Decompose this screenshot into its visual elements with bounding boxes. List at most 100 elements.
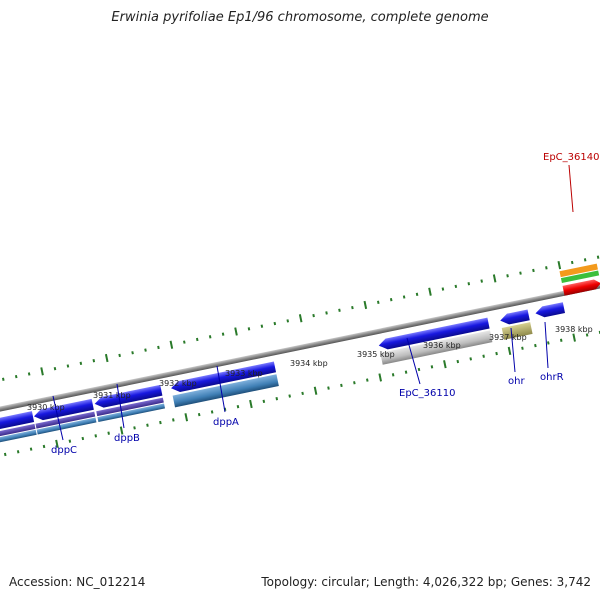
inner-tick (159, 420, 162, 425)
ohr-cds[interactable] (499, 309, 530, 326)
inner-tick (119, 426, 124, 435)
outer-tick (14, 374, 18, 379)
inner-tick (16, 450, 20, 454)
dppA-cds[interactable] (170, 361, 277, 394)
outer-tick (519, 271, 522, 275)
kbp-label-3936: 3936 kbp (423, 341, 461, 350)
outer-tick (2, 377, 5, 381)
inner-tick (68, 439, 72, 443)
accession-text: Accession: NC_012214 (9, 575, 146, 589)
dppC-track[interactable] (35, 411, 96, 429)
inner-tick (521, 346, 524, 350)
outer-tick (118, 353, 121, 358)
outer-tick (79, 361, 83, 366)
gene-leader-lines (52, 164, 574, 441)
inner-tick (404, 370, 408, 374)
inner-tick (366, 378, 369, 382)
kbp-label-3934: 3934 kbp (290, 359, 328, 368)
outer-tick (66, 364, 70, 368)
inner-tick (313, 386, 318, 395)
outer-tick (27, 372, 31, 376)
inner-tick (55, 439, 59, 448)
kbp-label-3935: 3935 kbp (357, 350, 395, 359)
inner-tick (210, 410, 214, 414)
inner-tick (559, 338, 563, 342)
outer-tick (169, 340, 174, 349)
EpC_36110-gray[interactable] (380, 330, 493, 365)
inner-tick (288, 394, 291, 398)
outer-tick (441, 287, 445, 291)
outer-tick (325, 311, 328, 315)
dppC-steel[interactable] (36, 417, 97, 435)
outer-tick (480, 279, 483, 283)
outer-tick (234, 327, 238, 336)
inner-tick (572, 333, 576, 342)
inner-tick (495, 351, 498, 356)
dppB-track[interactable] (96, 397, 164, 417)
inner-tick (507, 346, 512, 356)
inner-tick (236, 404, 240, 409)
inner-tick (430, 365, 434, 369)
kbp-label-3932: 3932 kbp (159, 379, 197, 388)
outer-tick (247, 327, 251, 331)
kbp-scale-labels: 3930 kbp 3931 kbp 3932 kbp 3933 kbp 3934… (27, 325, 593, 412)
outer-tick (131, 351, 134, 355)
inner-tick (456, 359, 460, 364)
inner-tick (262, 399, 266, 404)
ohr-olive[interactable] (501, 322, 533, 340)
outer-tick (144, 348, 147, 352)
ohrR-cds[interactable] (534, 302, 566, 319)
outer-tick (454, 284, 458, 289)
outer-tick (286, 319, 290, 323)
inner-tick (585, 333, 589, 337)
EpC_36110-cds[interactable] (378, 317, 490, 351)
inner-tick-track (3, 330, 600, 457)
outer-tick (376, 300, 380, 304)
dppB-cds[interactable] (94, 384, 163, 409)
outer-tick (351, 305, 354, 310)
inner-tick (197, 412, 201, 417)
kbp-label-3937: 3937 kbp (489, 333, 527, 342)
genome-backbone (0, 246, 600, 433)
outer-tick (415, 292, 419, 297)
gene-label-ohr[interactable]: ohr (508, 376, 525, 387)
outer-tick (208, 335, 212, 339)
gene-label-ohrR[interactable]: ohrR (540, 372, 564, 383)
inner-tick (378, 373, 382, 382)
outer-tick (557, 261, 562, 270)
gene-label-dppA[interactable]: dppA (213, 417, 239, 428)
outer-tick (298, 314, 303, 323)
gene-labels: dppC dppB dppA EpC_36110 ohr ohrR EpC_36… (51, 152, 599, 456)
EpC_36140-feature[interactable] (559, 263, 600, 296)
outer-tick (157, 345, 160, 350)
dppD-track[interactable] (0, 423, 36, 444)
outer-tick (596, 255, 600, 259)
outer-tick (195, 337, 199, 342)
dppD-cds[interactable] (0, 411, 35, 437)
gene-label-EpC_36140[interactable]: EpC_36140 (543, 152, 599, 163)
outer-tick (53, 366, 57, 371)
outer-tick (492, 274, 497, 283)
inner-tick (133, 426, 136, 430)
cds-features (0, 302, 566, 450)
map-title: Erwinia pyrifoliae Ep1/96 chromosome, co… (111, 10, 489, 25)
gene-label-dppC[interactable]: dppC (51, 445, 77, 456)
outer-tick (467, 282, 471, 286)
dppB-steel[interactable] (97, 403, 166, 423)
outer-tick (273, 321, 277, 326)
outer-tick (402, 295, 406, 299)
dppA-steel[interactable] (172, 374, 279, 408)
inner-tick (249, 399, 253, 409)
genome-summary-text: Topology: circular; Length: 4,026,322 bp… (261, 575, 591, 589)
inner-tick (353, 381, 356, 385)
kbp-label-3931: 3931 kbp (93, 391, 131, 400)
outer-tick (363, 300, 368, 310)
inner-tick (184, 413, 189, 422)
dppD-steel[interactable] (0, 429, 37, 450)
gene-label-dppB[interactable]: dppB (114, 433, 140, 444)
inner-tick (172, 418, 175, 422)
gene-label-EpC_36110[interactable]: EpC_36110 (399, 388, 455, 399)
inner-tick (42, 444, 46, 449)
outer-tick-track (2, 255, 600, 381)
dppC-cds[interactable] (33, 398, 94, 422)
